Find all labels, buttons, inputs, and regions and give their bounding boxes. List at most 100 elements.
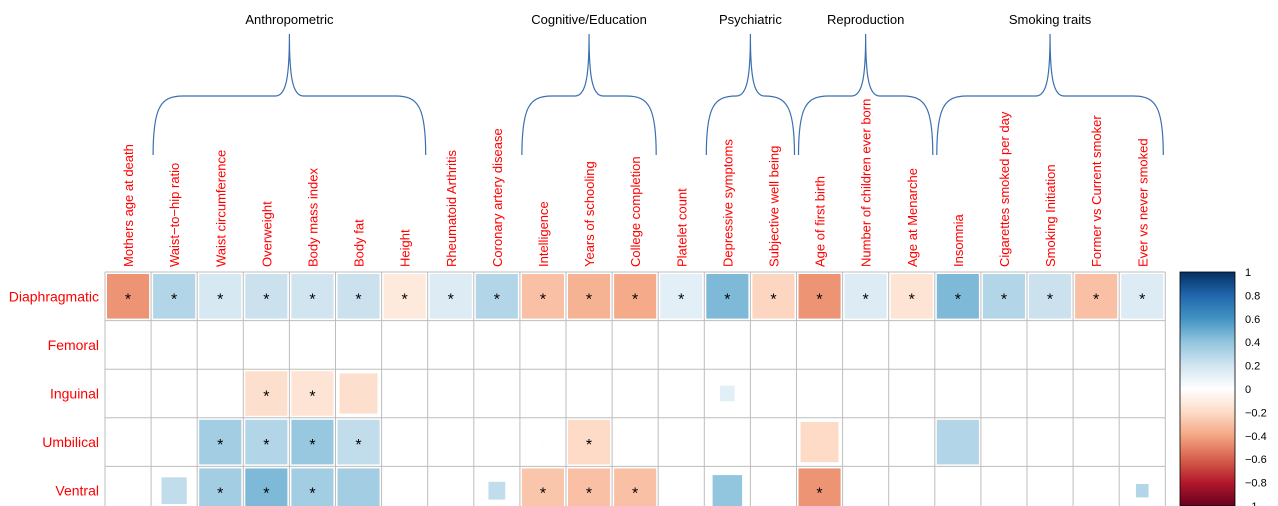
significance-star: *	[586, 437, 592, 454]
colorbar-tick-label: 1	[1245, 267, 1251, 279]
significance-star: *	[309, 291, 315, 308]
significance-star: *	[309, 389, 315, 406]
heatmap-cell	[1075, 274, 1118, 319]
significance-star: *	[724, 291, 730, 308]
heatmap-cell	[680, 343, 683, 347]
heatmap-cell	[634, 440, 637, 444]
column-label: Number of children ever born	[859, 99, 874, 267]
heatmap-cell	[199, 274, 242, 319]
significance-star: *	[263, 389, 269, 406]
column-label: Waist−to−hip ratio	[167, 163, 182, 267]
heatmap-cell	[587, 343, 591, 347]
heatmap-cell	[634, 343, 637, 347]
heatmap-cell	[107, 274, 150, 319]
heatmap-cell	[936, 274, 979, 319]
significance-star: *	[355, 291, 361, 308]
column-label: Smoking Initiation	[1043, 164, 1058, 267]
significance-star: *	[816, 486, 822, 503]
group-label: Reproduction	[827, 12, 904, 27]
colorbar-tick-label: 0.6	[1245, 314, 1260, 326]
heatmap-cell	[910, 489, 913, 492]
heatmap-cell	[475, 274, 518, 319]
significance-star: *	[217, 486, 223, 503]
heatmap-cell	[265, 343, 268, 347]
heatmap-cell	[982, 274, 1025, 319]
heatmap-cell	[614, 274, 657, 319]
heatmap-cell	[219, 392, 222, 395]
group-label: Psychiatric	[719, 12, 782, 27]
row-label: Ventral	[55, 483, 99, 499]
heatmap-cell	[495, 440, 498, 444]
column-label: Former vs Current smoker	[1089, 115, 1104, 267]
column-label: Age at Menarche	[905, 168, 920, 267]
heatmap-cell	[521, 468, 564, 506]
heatmap-cell	[712, 475, 743, 506]
column-label: Subjective well being	[766, 146, 781, 267]
heatmap-cell	[161, 477, 187, 505]
heatmap-cell	[199, 419, 242, 465]
group-label: Anthropometric	[245, 12, 334, 27]
heatmap-cell	[495, 343, 498, 347]
colorbar-tick-label: 0.2	[1245, 361, 1260, 373]
row-labels: Diaphragmatic Femoral Inguinal Umbilical Ven…	[9, 288, 99, 498]
heatmap-cell	[173, 343, 176, 347]
heatmap-cell	[126, 392, 130, 395]
heatmap-cell	[719, 385, 735, 402]
heatmap-cell	[1095, 343, 1098, 347]
significance-star: *	[632, 291, 638, 308]
significance-star: *	[309, 437, 315, 454]
column-label: Mothers age at death	[121, 144, 136, 267]
row-label: Femoral	[48, 337, 99, 353]
column-label: Waist circumference	[213, 150, 228, 267]
heatmap-cell	[956, 392, 959, 395]
group-brace	[936, 33, 1164, 156]
significance-star: *	[586, 486, 592, 503]
significance-star: *	[909, 291, 915, 308]
column-label: Ever vs never smoked	[1135, 138, 1150, 267]
column-label: Cigarettes smoked per day	[997, 111, 1012, 267]
heatmap-cell	[153, 274, 196, 319]
heatmap-cell	[173, 392, 176, 395]
heatmap-cell	[800, 422, 839, 463]
heatmap-cell	[449, 489, 452, 492]
heatmap-cell	[126, 343, 130, 347]
heatmap-cell	[1002, 343, 1006, 347]
heatmap-cell	[726, 343, 729, 347]
colorbar-tick-label: −1	[1245, 501, 1258, 506]
heatmap-cell	[291, 419, 334, 465]
colorbar-gradient	[1179, 271, 1236, 506]
group-label: Cognitive/Education	[531, 12, 647, 27]
significance-star: *	[125, 291, 131, 308]
column-label: Coronary artery disease	[490, 128, 505, 267]
row-label: Inguinal	[50, 386, 99, 402]
significance-star: *	[448, 291, 454, 308]
group-brace	[797, 33, 934, 156]
column-labels: Mothers age at death Waist−to−hip ratio Wa…	[121, 99, 1150, 267]
heatmap-cell	[680, 489, 683, 492]
heatmap-cell	[568, 419, 611, 465]
heatmap-cell	[541, 343, 545, 347]
heatmap-cell	[910, 440, 913, 444]
heatmap-cell	[844, 274, 887, 319]
column-label: Intelligence	[536, 201, 551, 267]
heatmap-cell	[660, 274, 703, 319]
heatmap-cell	[910, 343, 913, 347]
heatmap-cell	[772, 489, 775, 492]
significance-star: *	[955, 291, 961, 308]
row-label: Diaphragmatic	[9, 288, 99, 304]
heatmap-cell	[449, 343, 452, 347]
significance-star: *	[1093, 291, 1099, 308]
significance-star: *	[540, 291, 546, 308]
heatmap-cell	[818, 343, 821, 347]
heatmap-cell	[291, 468, 334, 506]
heatmap-cell	[403, 489, 406, 492]
heatmap-cell	[339, 373, 378, 414]
column-label: Insomnia	[951, 213, 966, 267]
heatmap-cell	[752, 274, 795, 319]
column-label: Rheumatoid Arthritis	[444, 149, 459, 267]
heatmap-cell	[1095, 489, 1098, 492]
heatmap-cell	[219, 343, 222, 347]
group-brace	[152, 33, 427, 156]
colorbar-tick-label: −0.6	[1245, 454, 1267, 466]
